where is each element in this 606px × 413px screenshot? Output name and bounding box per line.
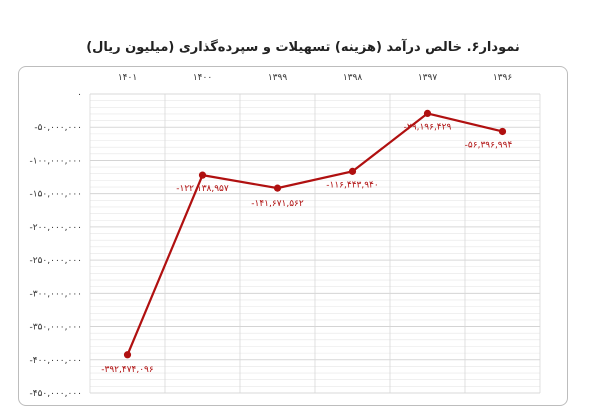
y-tick-label: -۵۰,۰۰۰,۰۰۰	[34, 123, 82, 133]
y-tick-label: -۱۰۰,۰۰۰,۰۰۰	[30, 156, 82, 166]
y-tick-label: -۳۵۰,۰۰۰,۰۰۰	[30, 323, 82, 333]
x-tick-label: ۱۴۰۱	[118, 73, 137, 83]
y-axis: ۰ -۵۰,۰۰۰,۰۰۰ -۱۰۰,۰۰۰,۰۰۰ -۱۵۰,۰۰۰,۰۰۰ -۲۰۰…	[30, 90, 82, 399]
y-tick-label: ۰	[77, 90, 82, 100]
grid	[89, 93, 541, 394]
data-point	[198, 171, 207, 179]
data-label: -۱۱۶,۴۴۳,۹۴۰	[326, 180, 378, 190]
y-tick-label: -۴۵۰,۰۰۰,۰۰۰	[30, 389, 82, 399]
data-point	[498, 127, 507, 136]
data-point	[273, 184, 282, 192]
data-label: -۲۹,۱۹۶,۴۲۹	[404, 122, 452, 132]
x-tick-label: ۱۳۹۹	[268, 73, 288, 83]
y-tick-label: -۲۰۰,۰۰۰,۰۰۰	[30, 223, 82, 233]
y-tick-label: -۲۵۰,۰۰۰,۰۰۰	[30, 256, 82, 266]
x-axis: ۱۳۹۶ ۱۳۹۷ ۱۳۹۸ ۱۳۹۹ ۱۴۰۰ ۱۴۰۱	[118, 73, 513, 83]
series	[123, 109, 507, 359]
series-line	[126, 112, 503, 356]
data-label: -۳۹۲,۴۷۴,۰۹۶	[101, 365, 154, 375]
data-point	[123, 351, 132, 359]
data-labels: -۵۶,۳۹۶,۹۹۴ -۲۹,۱۹۶,۴۲۹ -۱۱۶,۴۴۳,۹۴۰ -۱۴۱,۶…	[101, 122, 512, 374]
x-tick-label: ۱۴۰۰	[193, 73, 212, 83]
y-tick-label: -۱۵۰,۰۰۰,۰۰۰	[30, 190, 82, 200]
data-point	[348, 167, 357, 175]
data-label: -۱۲۲,۱۳۸,۹۵۷	[176, 184, 229, 194]
x-tick-label: ۱۳۹۶	[493, 73, 513, 83]
y-tick-label: -۳۰۰,۰۰۰,۰۰۰	[30, 289, 82, 299]
data-point	[423, 109, 432, 117]
data-label: -۵۶,۳۹۶,۹۹۴	[465, 140, 513, 150]
x-tick-label: ۱۳۹۸	[343, 73, 363, 83]
data-label: -۱۴۱,۶۷۱,۵۶۲	[251, 199, 304, 209]
x-tick-label: ۱۳۹۷	[418, 73, 438, 83]
y-tick-label: -۴۰۰,۰۰۰,۰۰۰	[30, 356, 82, 366]
chart-frame	[18, 66, 568, 406]
chart-title: نمودار۶. خالص درآمد (هزینه) تسهیلات و سپ…	[86, 40, 520, 55]
